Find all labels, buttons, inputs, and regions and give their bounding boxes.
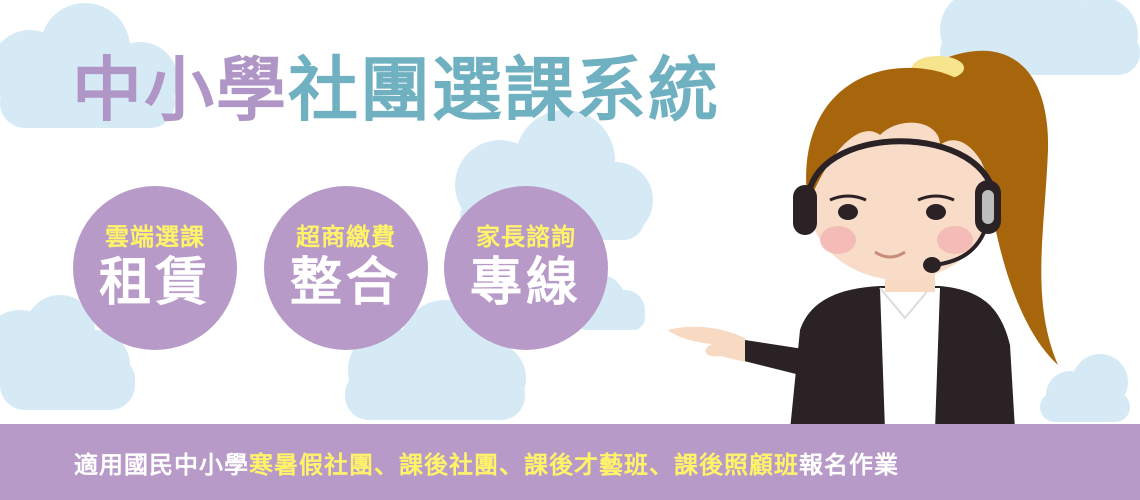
badge-title: 專線 [469, 253, 582, 313]
badge-payment-integration: 超商繳費 整合 [264, 186, 428, 350]
bottom-bar-highlight: 寒暑假社團、課後社團、課後才藝班、課後照顧班 [249, 450, 799, 479]
title-part-a: 中小學 [72, 49, 288, 131]
badge-subtitle: 家長諮詢 [476, 223, 576, 251]
title-part-b: 社團選課系統 [288, 49, 720, 131]
cloud-icon [345, 300, 526, 420]
badge-subtitle: 超商繳費 [296, 223, 396, 251]
badge-subtitle: 雲端選課 [105, 223, 205, 251]
badge-parent-hotline: 家長諮詢 專線 [444, 186, 608, 350]
bottom-bar: 適用國民中小學寒暑假社團、課後社團、課後才藝班、課後照顧班報名作業 [0, 424, 1140, 500]
badge-title: 租賃 [98, 253, 211, 313]
badge-cloud-rental: 雲端選課 租賃 [73, 186, 237, 350]
page-title: 中小學社團選課系統 [72, 40, 720, 140]
bottom-bar-suffix: 報名作業 [799, 450, 899, 479]
cloud-icon [0, 295, 135, 410]
cloud-icon [0, 3, 178, 128]
cloud-icon [1040, 354, 1130, 422]
bottom-bar-text: 適用國民中小學寒暑假社團、課後社團、課後才藝班、課後照顧班報名作業 [74, 445, 899, 480]
bottom-bar-prefix: 適用國民中小學 [74, 450, 249, 479]
badge-title: 整合 [289, 253, 402, 313]
